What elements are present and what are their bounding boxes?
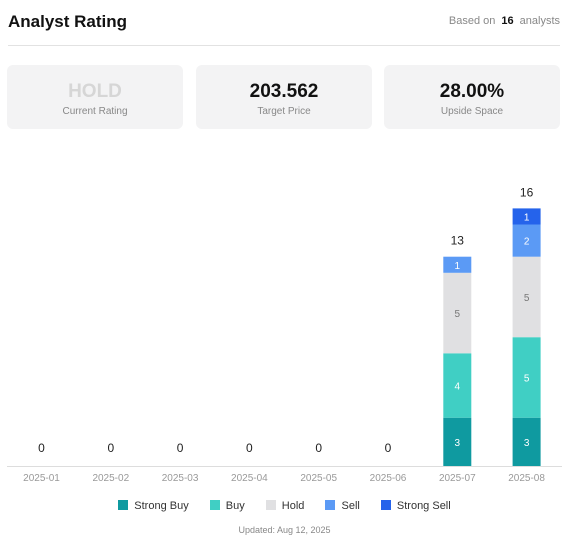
total-label-2025-07: 13 xyxy=(451,234,465,248)
x-tick-label-2025-03: 2025-03 xyxy=(162,473,199,484)
bar-segment-sell-2025-07 xyxy=(443,256,472,273)
legend-label-hold: Hold xyxy=(281,500,305,512)
x-tick-label-2025-01: 2025-01 xyxy=(23,473,60,484)
legend-label-buy: Buy xyxy=(225,500,245,512)
segment-label-strong-sell-2025-08: 1 xyxy=(524,212,530,223)
x-tick-label-2025-06: 2025-06 xyxy=(370,473,407,484)
segment-label-buy-2025-07: 4 xyxy=(455,382,461,393)
segment-label-sell-2025-07: 1 xyxy=(455,261,461,272)
total-label-2025-04: 0 xyxy=(246,441,253,455)
x-tick-label-2025-05: 2025-05 xyxy=(300,473,337,484)
bar-segment-strong-buy-2025-07 xyxy=(443,417,472,466)
segment-label-strong-buy-2025-08: 3 xyxy=(524,438,530,449)
legend-item-buy[interactable]: Buy xyxy=(209,500,245,512)
x-tick-label-2025-02: 2025-02 xyxy=(92,473,129,484)
legend-swatch-sell xyxy=(325,500,336,510)
segment-label-strong-buy-2025-07: 3 xyxy=(455,438,461,449)
bar-segment-hold-2025-07 xyxy=(443,272,472,354)
legend-label-strong-sell: Strong Sell xyxy=(396,500,451,512)
page-title: Analyst Rating xyxy=(8,12,128,31)
x-tick-label-2025-04: 2025-04 xyxy=(231,473,268,484)
target-price-value: 203.562 xyxy=(249,81,319,102)
legend-swatch-strong-buy xyxy=(118,500,129,510)
bar-segment-strong-sell-2025-08 xyxy=(512,208,541,225)
analyst-count: 16 xyxy=(501,15,514,27)
segment-label-hold-2025-08: 5 xyxy=(524,293,530,304)
upside-space-card: 28.00% Upside Space xyxy=(384,65,560,129)
target-price-label: Target Price xyxy=(257,106,311,117)
segment-label-buy-2025-08: 5 xyxy=(524,373,530,384)
bar-segment-buy-2025-08 xyxy=(512,337,541,418)
current-rating-value: HOLD xyxy=(68,81,122,102)
analyst-count-note: Based on 16 analysts xyxy=(449,15,560,27)
bar-segment-hold-2025-08 xyxy=(512,256,541,338)
x-tick-label-2025-08: 2025-08 xyxy=(508,473,545,484)
legend-swatch-strong-sell xyxy=(380,500,391,510)
total-label-2025-02: 0 xyxy=(107,441,114,455)
total-label-2025-08: 16 xyxy=(520,185,534,199)
bar-segment-buy-2025-07 xyxy=(443,353,472,418)
total-label-2025-01: 0 xyxy=(38,441,45,455)
upside-space-value: 28.00% xyxy=(439,81,505,102)
based-on-label: Based on xyxy=(448,15,496,27)
segment-label-sell-2025-08: 2 xyxy=(524,237,530,248)
current-rating-card: HOLD Current Rating xyxy=(7,65,183,129)
x-tick-label-2025-07: 2025-07 xyxy=(439,473,476,484)
legend-swatch-hold xyxy=(265,500,276,510)
total-label-2025-06: 0 xyxy=(385,441,392,455)
updated-timestamp: Updated: Aug 12, 2025 xyxy=(238,525,331,535)
summary-cards: HOLD Current Rating 203.562 Target Price… xyxy=(7,65,560,130)
legend-item-strong-buy[interactable]: Strong Buy xyxy=(118,500,189,512)
total-label-2025-03: 0 xyxy=(177,441,184,455)
segment-label-hold-2025-07: 5 xyxy=(455,309,461,320)
total-label-2025-05: 0 xyxy=(315,441,322,455)
bar-segment-strong-buy-2025-08 xyxy=(512,417,541,466)
legend-item-strong-sell[interactable]: Strong Sell xyxy=(380,500,451,512)
bar-segment-sell-2025-08 xyxy=(512,224,541,257)
current-rating-label: Current Rating xyxy=(62,106,128,117)
header: Analyst Rating Based on 16 analysts xyxy=(8,0,560,46)
legend-item-sell[interactable]: Sell xyxy=(325,500,360,512)
target-price-card: 203.562 Target Price xyxy=(196,65,372,129)
upside-space-label: Upside Space xyxy=(440,106,504,117)
legend-label-sell: Sell xyxy=(341,500,360,512)
chart-legend: Strong Buy Buy Hold Sell Strong Sell xyxy=(0,500,569,516)
analyst-rating-chart: 0 2025-01 0 2025-02 0 2025-03 0 2025-04 0 2025-05… xyxy=(7,185,562,484)
legend-swatch-buy xyxy=(209,500,220,510)
legend-item-hold[interactable]: Hold xyxy=(265,500,305,512)
analysts-label: analysts xyxy=(519,15,560,27)
legend-label-strong-buy: Strong Buy xyxy=(134,500,189,512)
